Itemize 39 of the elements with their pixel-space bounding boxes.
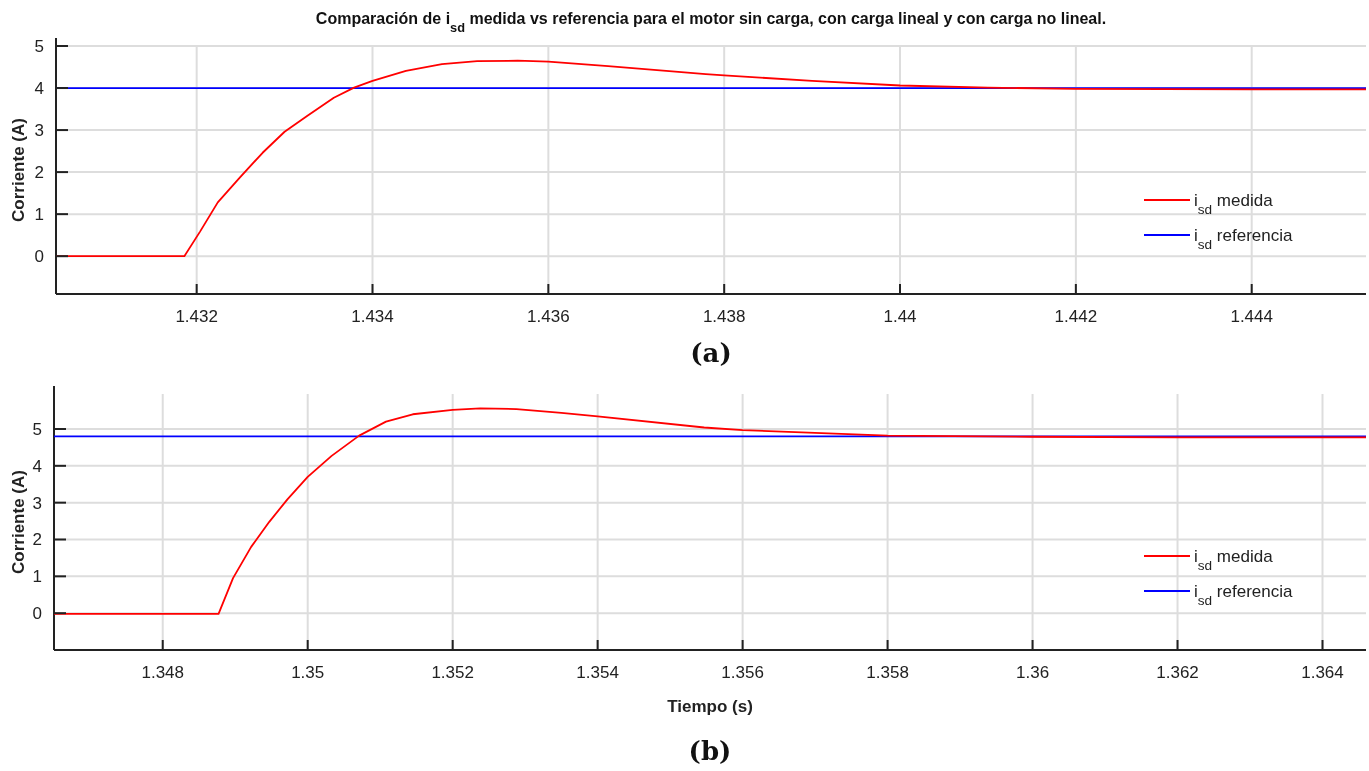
x-tick-label: 1.362 — [1156, 663, 1199, 682]
y-tick-label: 4 — [34, 79, 44, 99]
y-tick-label: 0 — [32, 604, 42, 624]
x-tick-label: 1.442 — [1054, 307, 1098, 326]
x-tick-label: 1.44 — [883, 307, 917, 326]
x-axis-title: Tiempo (s) — [667, 697, 753, 716]
text: (b) — [688, 736, 732, 766]
text: (a) — [690, 338, 732, 368]
y-tick-label: 3 — [32, 493, 42, 513]
y-tick-label: 5 — [32, 419, 42, 439]
x-tick-label: 1.364 — [1301, 663, 1344, 682]
legend-label: i$_{sd}$ medida — [1194, 191, 1274, 217]
legend-label: i$_{sd}$ referencia — [1194, 226, 1293, 252]
chart-title: Comparación de i$_{sd}$ medida vs referencia para el motor sin carga, con carga lineal y con carga no lineal. — [315, 10, 1107, 35]
x-tick-label: 1.358 — [866, 663, 909, 682]
line-series — [53, 407, 1367, 615]
x-tick-label: 1.444 — [1230, 307, 1273, 326]
y-tick-label: 2 — [32, 530, 42, 550]
x-tick-label: 1.356 — [721, 663, 764, 682]
y-axis-title: Corriente (A) — [9, 470, 28, 574]
y-tick-label: 5 — [34, 37, 44, 56]
x-tick-label: 1.436 — [527, 307, 570, 326]
y-tick-label: 4 — [32, 456, 42, 476]
x-tick-label: 1.438 — [702, 307, 746, 326]
y-tick-label: 1 — [32, 567, 42, 587]
x-tick-label: 1.35 — [291, 663, 325, 682]
x-tick-label: 1.36 — [1016, 663, 1050, 682]
x-tick-label: 1.432 — [175, 307, 218, 326]
y-tick-label: 1 — [34, 205, 44, 225]
x-tick-label: 1.352 — [431, 663, 474, 682]
y-tick-label: 0 — [34, 247, 44, 267]
x-tick-label: 1.434 — [351, 307, 394, 326]
x-tick-label: 1.348 — [141, 663, 184, 682]
legend-label: i$_{sd}$ medida — [1194, 547, 1274, 573]
y-tick-label: 3 — [34, 121, 44, 141]
legend-label: i$_{sd}$ referencia — [1194, 582, 1293, 608]
y-axis-title: Corriente (A) — [9, 118, 28, 222]
y-tick-label: 2 — [34, 163, 44, 183]
x-tick-label: 1.354 — [576, 663, 619, 682]
